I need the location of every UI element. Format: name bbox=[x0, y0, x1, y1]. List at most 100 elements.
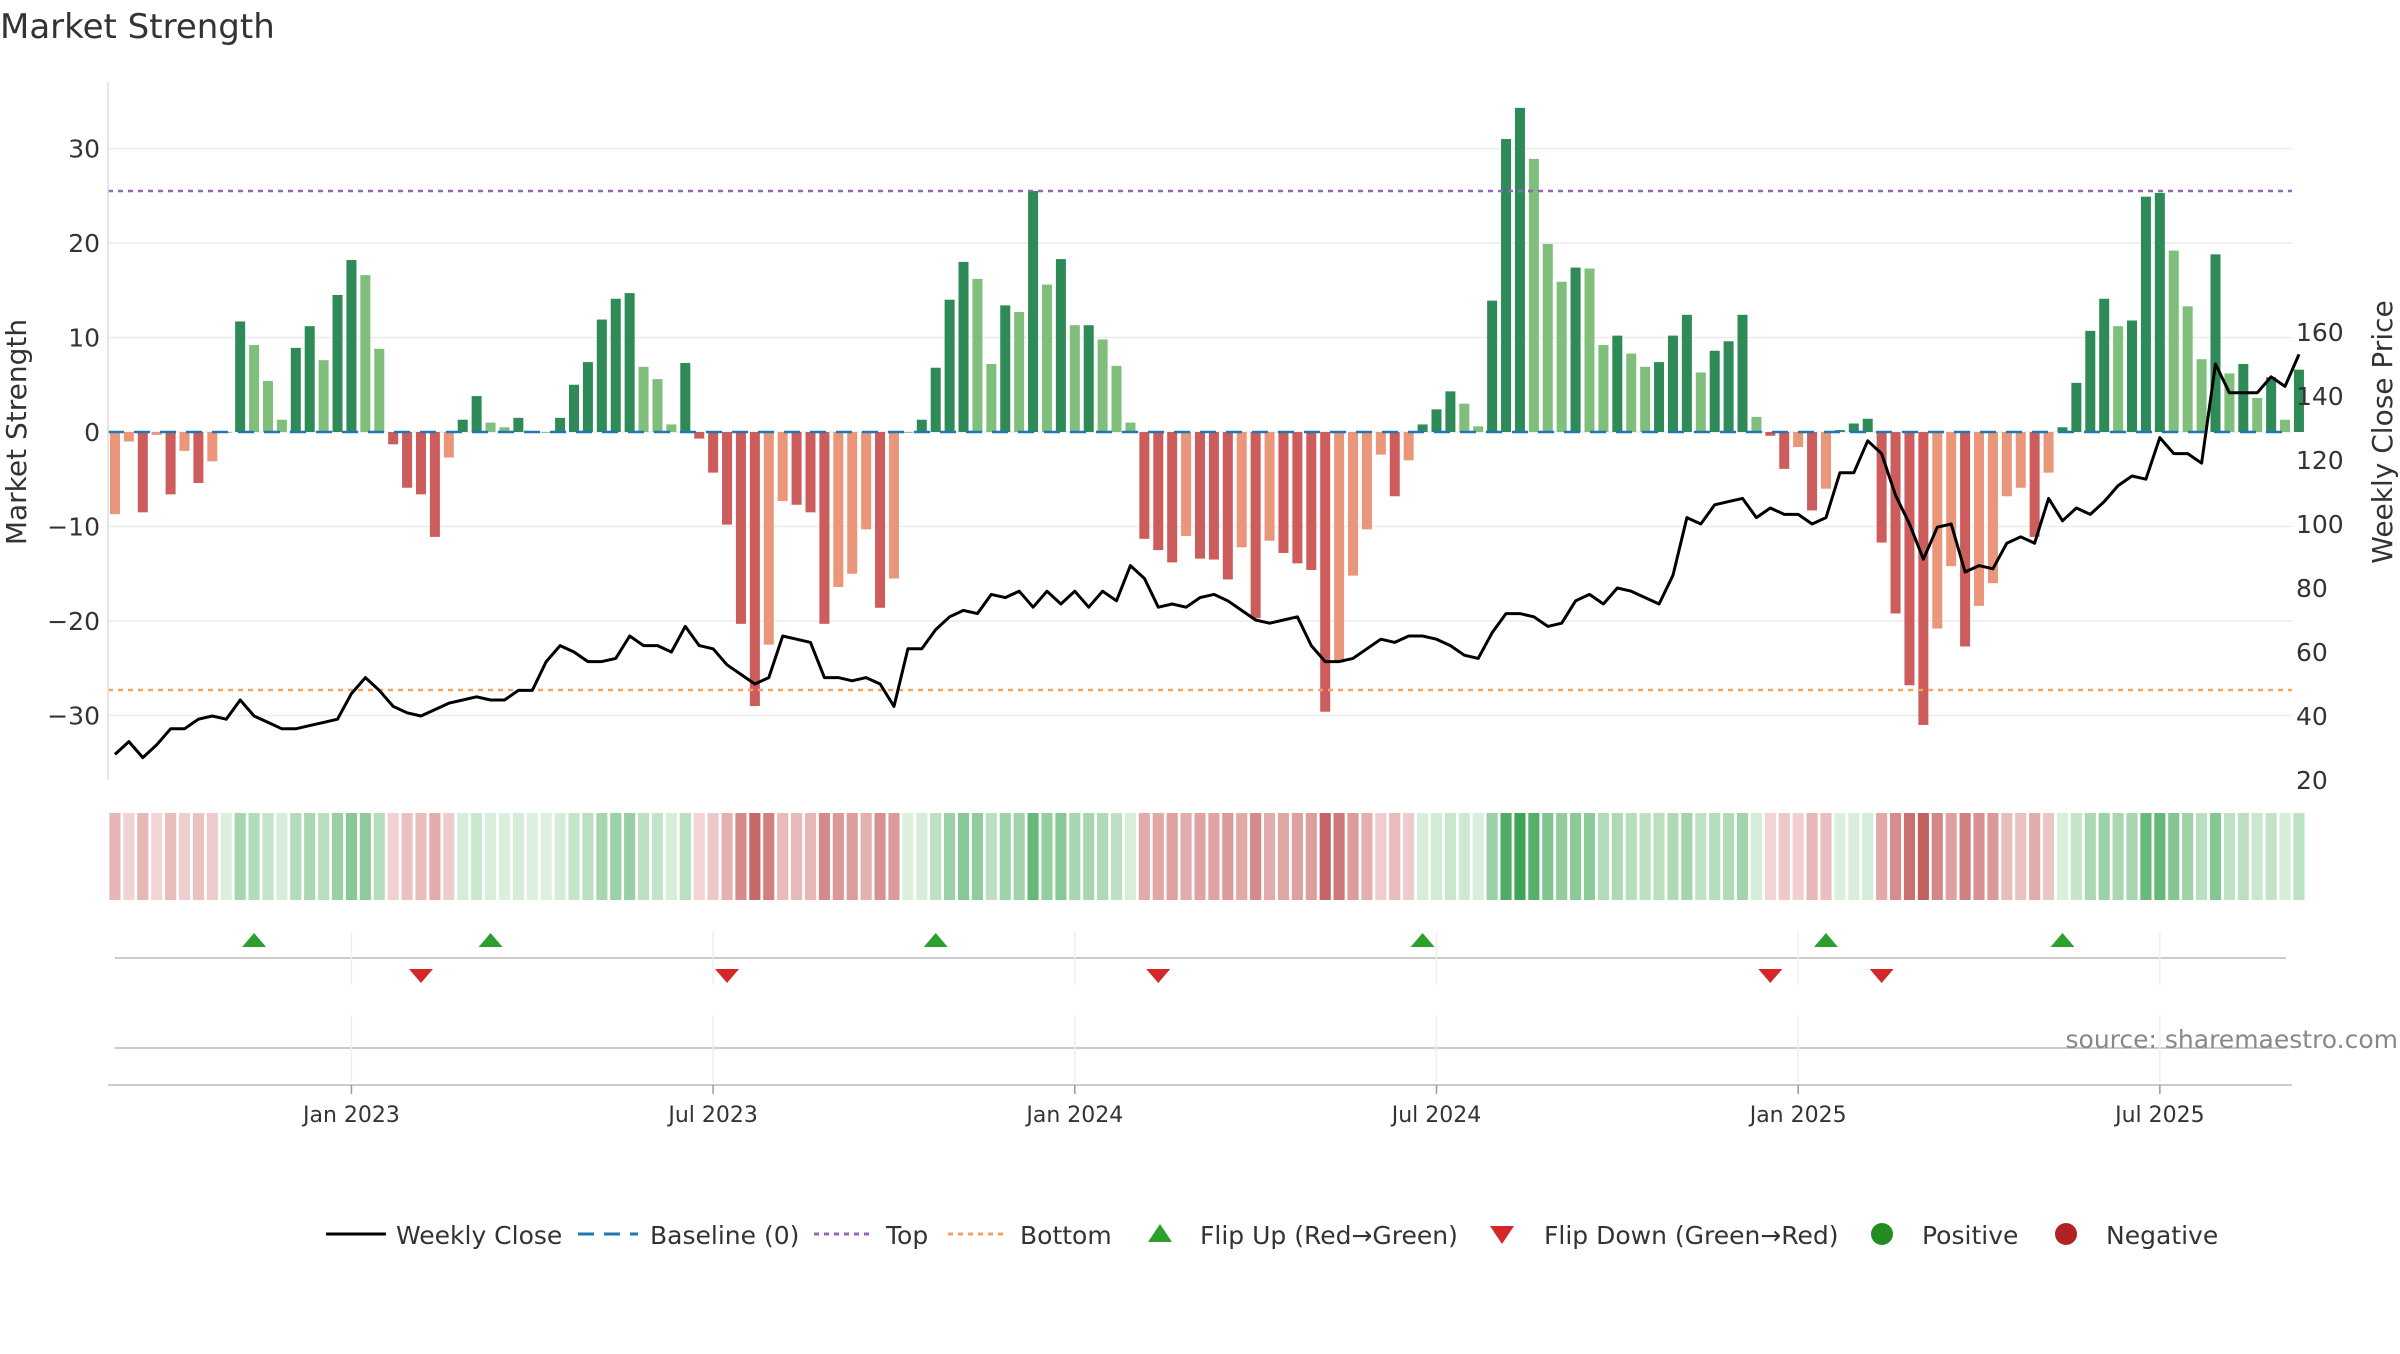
strength-bar bbox=[1765, 432, 1776, 436]
heat-cell bbox=[1124, 813, 1137, 900]
strength-bars bbox=[109, 107, 2304, 725]
heat-cell bbox=[721, 813, 733, 900]
heat-cell bbox=[1903, 813, 1916, 900]
strength-bar bbox=[1236, 432, 1247, 548]
strength-bar bbox=[1862, 418, 1873, 432]
strength-bar bbox=[388, 432, 399, 445]
heat-cell bbox=[1931, 813, 1943, 900]
heat-cell bbox=[1236, 813, 1248, 900]
strength-bar bbox=[1528, 158, 1539, 432]
strength-bar bbox=[749, 432, 760, 707]
weekly-close-line bbox=[113, 353, 2301, 760]
strength-bar bbox=[1667, 335, 1678, 432]
heat-cell bbox=[596, 813, 608, 900]
strength-bar bbox=[2182, 306, 2193, 432]
heat-cell bbox=[1444, 813, 1456, 900]
heat-cell bbox=[749, 813, 761, 900]
strength-bar bbox=[1876, 432, 1887, 543]
heat-cell bbox=[2084, 813, 2096, 900]
strength-bar bbox=[2099, 298, 2110, 432]
strength-bar bbox=[179, 432, 190, 451]
heat-cell bbox=[735, 813, 747, 900]
legend-bottom-label: Bottom bbox=[1020, 1221, 1112, 1250]
heat-cell bbox=[1403, 813, 1415, 900]
heat-cell bbox=[1778, 813, 1790, 900]
heat-cell bbox=[1027, 813, 1039, 900]
heat-cell bbox=[791, 813, 803, 900]
strength-bar bbox=[902, 432, 913, 433]
heat-cell bbox=[2279, 813, 2291, 900]
heat-cell bbox=[359, 813, 371, 900]
flip-down-marker bbox=[408, 969, 433, 983]
strength-bar bbox=[1125, 422, 1136, 432]
heat-cell bbox=[262, 813, 274, 900]
strength-bar bbox=[2015, 432, 2026, 488]
heat-cell bbox=[1375, 813, 1387, 900]
heat-cell bbox=[2098, 813, 2110, 900]
heat-cell bbox=[1083, 813, 1095, 900]
heat-cell bbox=[971, 813, 983, 900]
heat-cell bbox=[1583, 813, 1596, 900]
heat-cell bbox=[220, 813, 232, 900]
strength-bar bbox=[1751, 416, 1762, 432]
y2-tick-label: 160 bbox=[2296, 318, 2344, 347]
legend-positive-label: Positive bbox=[1922, 1221, 2018, 1250]
strength-bar bbox=[165, 432, 176, 495]
heat-cell bbox=[387, 813, 399, 900]
strength-bar bbox=[861, 432, 872, 530]
flip-up-marker bbox=[923, 933, 948, 947]
strength-bar bbox=[137, 432, 148, 513]
y2-tick-label: 20 bbox=[2296, 766, 2328, 795]
strength-bar bbox=[875, 432, 886, 608]
strength-bar bbox=[1389, 432, 1400, 497]
heat-cell bbox=[1347, 813, 1359, 900]
heat-cell bbox=[804, 813, 817, 900]
strength-bar bbox=[1306, 432, 1317, 570]
strength-bar bbox=[2043, 432, 2054, 473]
heat-cell bbox=[888, 813, 900, 900]
heat-cell bbox=[1987, 813, 1999, 900]
strength-bar bbox=[415, 432, 427, 495]
y-axis-label: Market Strength bbox=[0, 319, 33, 545]
strength-bar bbox=[304, 326, 315, 432]
y-tick-label: −30 bbox=[47, 702, 100, 731]
heat-cell bbox=[944, 813, 956, 900]
strength-bar bbox=[652, 379, 663, 432]
strength-bar bbox=[819, 432, 830, 624]
y2-tick-label: 140 bbox=[2296, 382, 2344, 411]
heat-cell bbox=[2223, 813, 2235, 900]
heat-cell bbox=[2209, 813, 2222, 900]
strength-bar bbox=[1000, 305, 1011, 432]
heat-cell bbox=[2154, 813, 2166, 900]
legend-negative-label: Negative bbox=[2106, 1221, 2218, 1250]
strength-bar bbox=[555, 417, 566, 432]
y2-axis-label: Weekly Close Price bbox=[2366, 300, 2399, 563]
strength-bar bbox=[1083, 325, 1094, 432]
heat-cell bbox=[1417, 813, 1429, 900]
strength-bar bbox=[2210, 254, 2221, 432]
strength-bar bbox=[1111, 365, 1122, 432]
y-tick-label: 10 bbox=[68, 324, 100, 353]
lower-panel bbox=[108, 1015, 2292, 1086]
strength-bar bbox=[2071, 382, 2082, 432]
flip-markers-panel bbox=[115, 932, 2286, 985]
heat-cell bbox=[1319, 813, 1331, 900]
heat-cell bbox=[832, 813, 844, 900]
strength-bar bbox=[1041, 284, 1052, 432]
strength-bar bbox=[1598, 345, 1609, 432]
strength-bar bbox=[2266, 377, 2277, 432]
heat-cell bbox=[2182, 813, 2194, 900]
strength-bar bbox=[2085, 330, 2096, 432]
strength-bar bbox=[2140, 196, 2151, 432]
strength-bar bbox=[958, 261, 969, 432]
strength-bar bbox=[1348, 432, 1359, 576]
heat-cell bbox=[1291, 813, 1303, 900]
strength-bar bbox=[1570, 267, 1581, 432]
strength-bar bbox=[541, 432, 552, 433]
strength-bar bbox=[1487, 300, 1498, 432]
heat-cell bbox=[1166, 813, 1178, 900]
strength-bar bbox=[249, 345, 260, 432]
heat-cell bbox=[568, 813, 580, 900]
y2-tick-label: 100 bbox=[2296, 510, 2344, 539]
y2-tick-label: 120 bbox=[2296, 446, 2344, 475]
